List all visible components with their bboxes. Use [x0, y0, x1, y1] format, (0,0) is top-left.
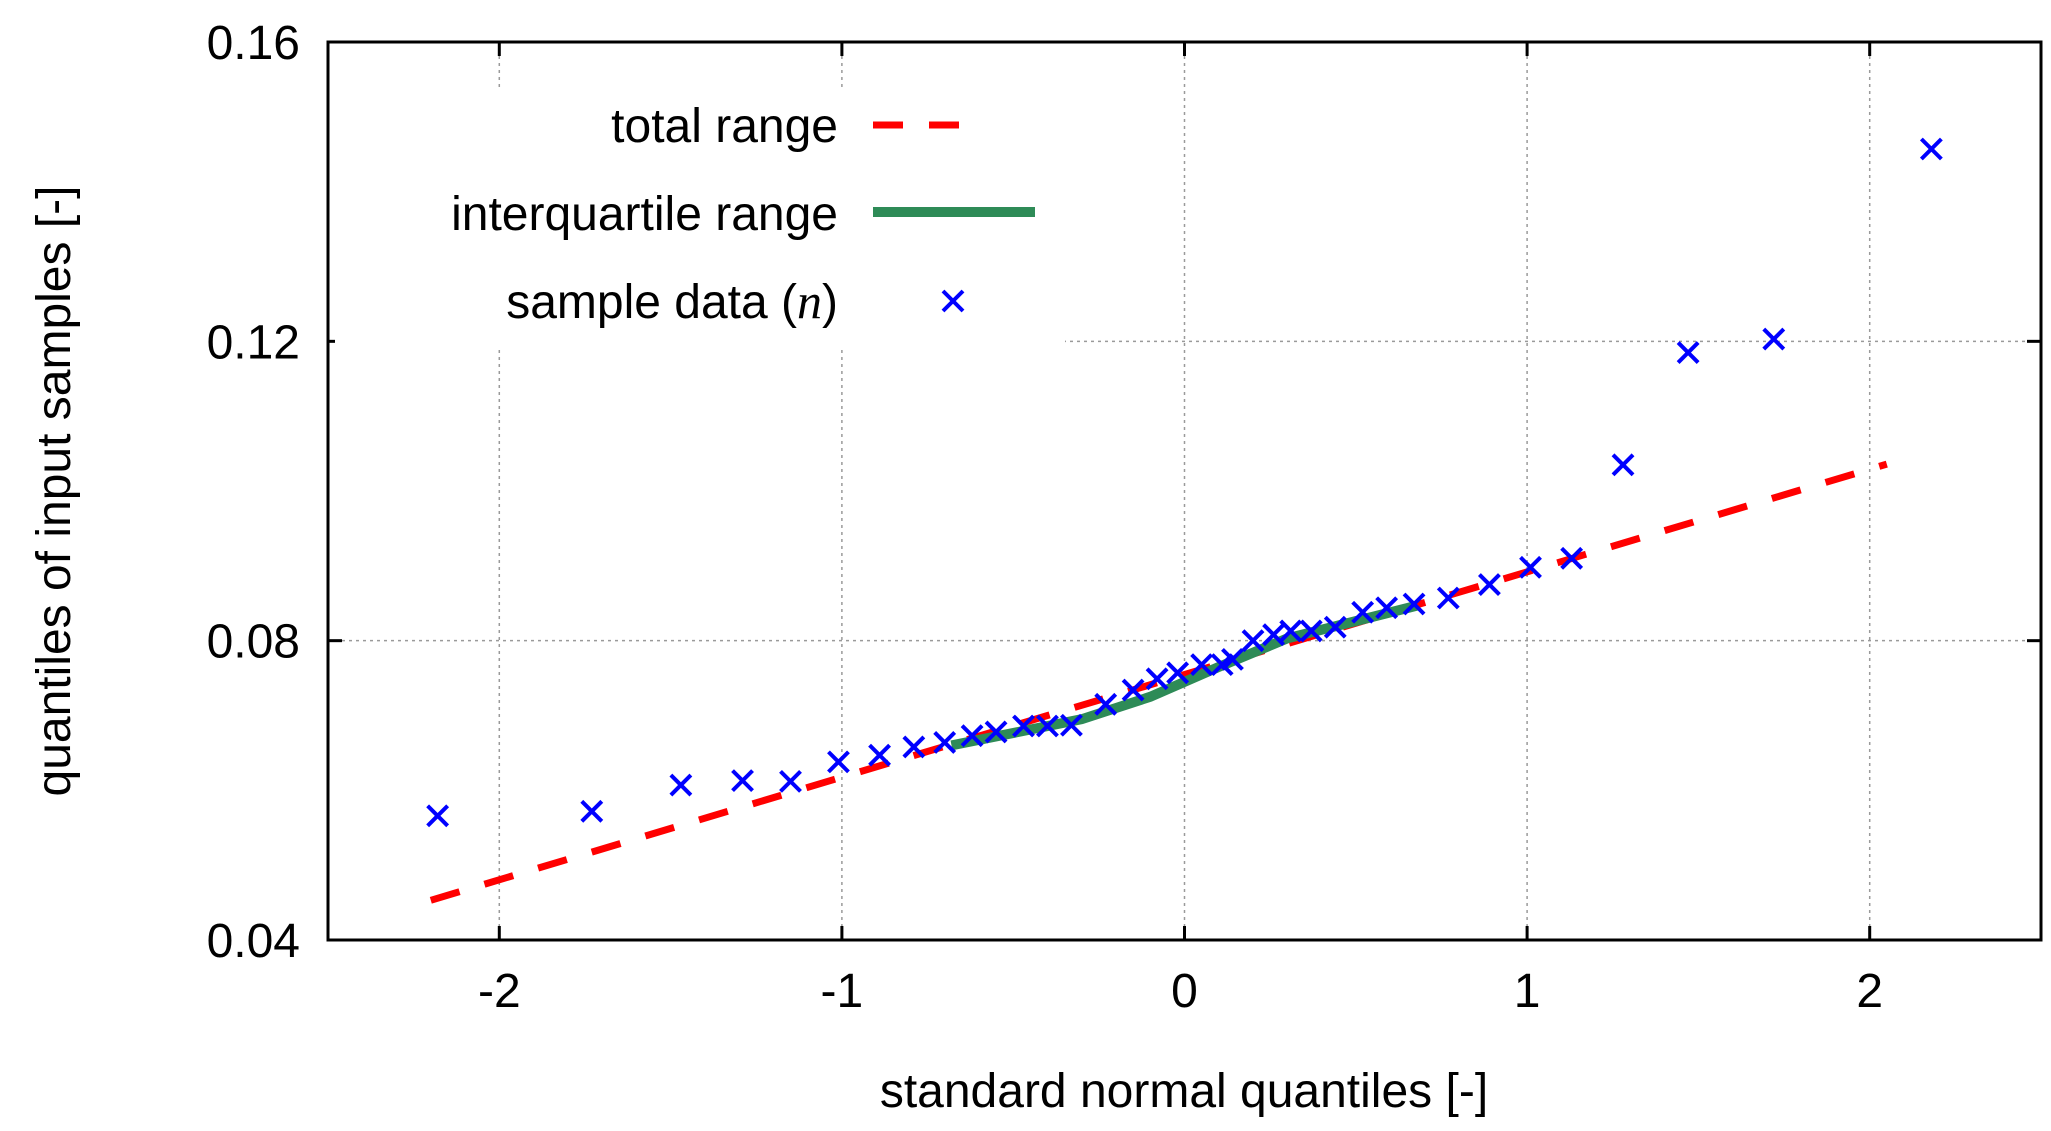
- sample-point-8: [933, 731, 957, 754]
- legend-label-sample-data-suffix: ): [822, 276, 838, 329]
- sample-point-5: [827, 750, 850, 774]
- y-tick-label-3: 0.16: [207, 17, 300, 70]
- sample-point-18: [1190, 653, 1214, 677]
- sample-point-7: [902, 735, 926, 759]
- sample-point-29: [1436, 586, 1460, 610]
- legend-swatch-sample-data: [941, 289, 965, 313]
- sample-point-32: [1560, 546, 1584, 570]
- sample-point-0: [426, 804, 450, 828]
- sample-point-4: [779, 769, 802, 793]
- sample-point-20: [1221, 647, 1244, 671]
- sample-point-13: [1060, 713, 1083, 737]
- sample-point-24: [1299, 619, 1323, 643]
- sample-point-12: [1036, 714, 1059, 738]
- sample-point-6: [868, 743, 892, 767]
- x-tick-label-3: 1: [1514, 965, 1541, 1018]
- sample-point-27: [1375, 596, 1399, 620]
- x-axis-label: standard normal quantiles [-]: [880, 1065, 1488, 1118]
- sample-point-3: [731, 769, 754, 793]
- y-tick-label-2: 0.12: [207, 316, 300, 369]
- y-tick-label-1: 0.08: [207, 616, 300, 669]
- sample-point-22: [1262, 623, 1285, 647]
- sample-point-14: [1094, 692, 1118, 716]
- sample-point-30: [1477, 573, 1501, 596]
- y-axis-label: quantiles of input samples [-]: [28, 186, 81, 797]
- x-tick-label-4: 2: [1856, 965, 1883, 1018]
- sample-point-16: [1145, 667, 1169, 691]
- legend-label-sample-data-prefix: sample data (: [506, 276, 797, 329]
- sample-point-34: [1676, 341, 1700, 364]
- legend-label-total-range: total range: [611, 100, 838, 153]
- sample-point-15: [1121, 678, 1145, 702]
- legend-background: [335, 90, 1065, 350]
- series-layer: [426, 137, 1943, 904]
- x-tick-label-2: 0: [1171, 965, 1198, 1018]
- x-tick-label-0: -2: [478, 965, 521, 1018]
- x-tick-label-1: -1: [821, 965, 864, 1018]
- axis-ticks: -2 -1 0 1 2 0.04 0.08 0.12 0.16: [207, 17, 2041, 1018]
- sample-point-10: [984, 720, 1008, 744]
- sample-point-25: [1323, 615, 1347, 639]
- y-tick-label-0: 0.04: [207, 915, 300, 968]
- sample-point-35: [1762, 327, 1786, 351]
- legend: total range interquartile range sample d…: [335, 90, 1065, 350]
- sample-point-2: [669, 773, 693, 797]
- legend-label-sample-data: sample data (n): [506, 273, 838, 329]
- total-range-line: [429, 460, 1888, 904]
- sample-point-17: [1166, 661, 1190, 685]
- sample-point-9: [960, 724, 984, 748]
- sample-point-28: [1402, 592, 1426, 616]
- sample-point-1: [580, 799, 604, 823]
- sample-point-31: [1519, 555, 1542, 579]
- sample-point-11: [1012, 714, 1035, 738]
- legend-label-interquartile-range: interquartile range: [451, 188, 838, 241]
- sample-point-33: [1611, 453, 1635, 477]
- sample-point-36: [1919, 137, 1943, 161]
- sample-point-21: [1241, 629, 1265, 653]
- sample-point-26: [1351, 600, 1375, 624]
- sample-point-23: [1279, 619, 1303, 643]
- legend-label-sample-data-var: n: [797, 273, 822, 329]
